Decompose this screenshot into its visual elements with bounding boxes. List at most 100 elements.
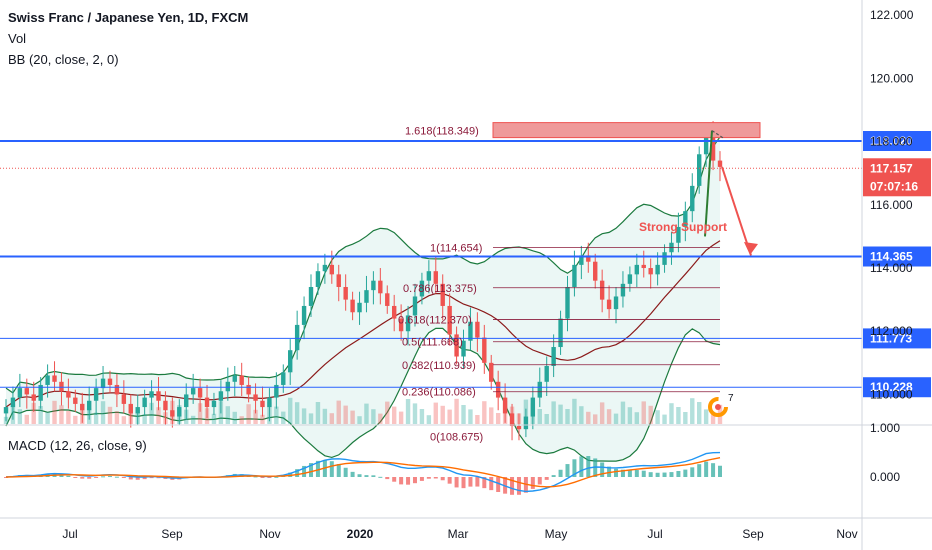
candle-body — [204, 397, 210, 408]
volume-bar — [440, 405, 445, 424]
candle-body — [454, 334, 459, 357]
candle-body — [93, 388, 99, 401]
volume-bar — [586, 411, 591, 424]
volume-bar — [606, 409, 612, 424]
candle-body — [426, 271, 432, 281]
candle-body — [662, 252, 667, 265]
horizontal-levels: 118.020 114.365 111.773 110.228 117.157 07:07… — [0, 131, 931, 398]
volume-bar — [676, 407, 681, 424]
volume-bar — [294, 402, 300, 424]
macd-histogram-bar — [683, 469, 688, 477]
volume-bar — [225, 406, 231, 424]
candle-body — [239, 375, 244, 385]
macd-histogram-bar — [253, 476, 258, 478]
candle-body — [128, 403, 133, 414]
countdown-label: 07:07:16 — [870, 179, 918, 193]
volume-bar — [357, 416, 362, 424]
candle-body — [31, 394, 36, 401]
macd-histogram-bar — [107, 476, 112, 478]
volume-bar — [315, 402, 321, 424]
volume-bar — [336, 400, 341, 424]
candles — [3, 121, 723, 441]
fib-label: 1.618(118.349) — [405, 126, 479, 138]
candle-body — [447, 305, 452, 335]
volume-bar — [253, 409, 258, 424]
fib-label: 0.236(110.086) — [402, 387, 476, 399]
svg-text:7: 7 — [728, 393, 734, 404]
volume-bar — [308, 413, 314, 424]
candle-body — [274, 384, 279, 398]
volume-bar — [593, 414, 598, 424]
time-tick-label: Nov — [836, 527, 857, 541]
macd-histogram-bar — [73, 477, 78, 478]
macd-histogram-bar — [614, 468, 619, 477]
volume-bar — [572, 398, 577, 424]
candle-body — [565, 286, 570, 319]
time-tick-label: Sep — [742, 527, 764, 541]
macd-histogram-bar — [648, 472, 653, 477]
macd-histogram-bar — [87, 477, 92, 479]
arrow-down-icon — [744, 242, 758, 255]
macd-histogram-bar — [114, 476, 119, 478]
bb-lower — [5, 327, 721, 462]
volume-bar — [239, 416, 244, 424]
volume-bar — [45, 412, 50, 424]
candle-body — [655, 264, 660, 275]
macd-histogram-bar — [66, 475, 71, 477]
candle-body — [357, 302, 362, 313]
macd-histogram-bar — [558, 469, 563, 477]
price-tick-label: 114.000 — [870, 261, 913, 275]
candle-body — [697, 154, 702, 186]
volume-bar — [648, 405, 653, 424]
macd-histogram-bar — [586, 456, 591, 477]
candle-body — [572, 264, 577, 287]
macd-histogram-bar — [336, 464, 341, 477]
candle-body — [558, 318, 563, 348]
macd-legend[interactable]: MACD (12, 26, close, 9) — [8, 438, 147, 453]
volume-bar — [398, 411, 404, 424]
candle-body — [156, 391, 161, 401]
fib-label: 0.786(113.375) — [403, 283, 477, 295]
candle-body — [537, 381, 542, 398]
macd-histogram-bar — [662, 472, 667, 477]
level-tag-label: 114.365 — [870, 249, 913, 263]
macd-histogram-bar — [641, 470, 646, 477]
candle-body — [197, 388, 203, 398]
volume-bar — [489, 407, 494, 424]
volume-bar — [655, 410, 660, 424]
volume-bar — [107, 406, 113, 424]
bollinger-bands — [5, 136, 721, 462]
candle-body — [10, 397, 16, 408]
volume-legend[interactable]: Vol — [8, 31, 27, 46]
price-tick-label: 118.000 — [870, 135, 913, 149]
volume-bar — [378, 413, 383, 424]
bollinger-legend[interactable]: BB (20, close, 2, 0) — [8, 52, 119, 67]
volume-bar — [683, 412, 688, 424]
candle-body — [482, 337, 487, 363]
candle-body — [509, 413, 515, 427]
candle-body — [468, 321, 473, 341]
candle-body — [599, 280, 605, 300]
volume-bar — [620, 401, 626, 424]
macd-histogram-bar — [329, 461, 334, 477]
volume-bar — [350, 410, 355, 424]
candle-body — [142, 397, 147, 408]
macd-histogram-bar — [551, 475, 556, 477]
candle-body — [502, 397, 508, 414]
last-price-tag — [863, 158, 931, 197]
strong-support-label: Strong Support — [639, 220, 727, 234]
macd-histogram-bar — [600, 462, 605, 477]
macd-histogram-bar — [496, 477, 501, 492]
candle-body — [523, 416, 529, 430]
candle-body — [544, 365, 549, 382]
volume-bar — [246, 404, 251, 424]
macd-histogram-bar — [80, 477, 85, 479]
macd-histogram-bar — [121, 477, 126, 478]
candle-body — [17, 388, 23, 398]
candle-body — [294, 324, 300, 351]
volume-bar — [31, 402, 36, 424]
level-tag-label: 110.228 — [870, 380, 913, 394]
volume-bar — [329, 413, 335, 424]
